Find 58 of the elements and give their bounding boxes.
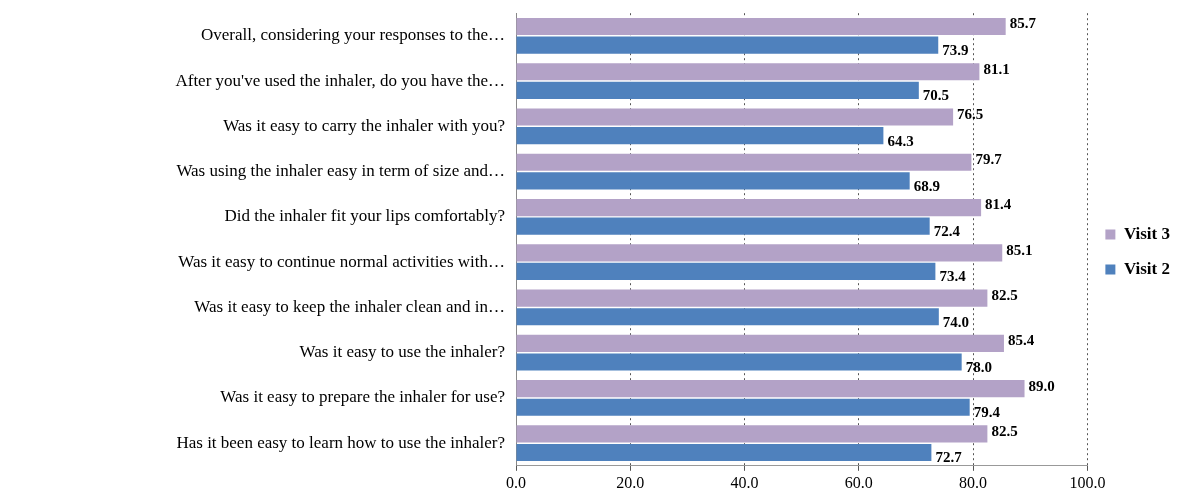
bar — [516, 398, 970, 416]
bar — [516, 289, 988, 307]
y-tick-label: Was it easy to prepare the inhaler for use? — [220, 387, 505, 407]
y-tick-label: After you've used the inhaler, do you have the… — [175, 70, 505, 90]
data-label: 82.5 — [991, 286, 1018, 303]
bar — [516, 244, 1003, 262]
bar — [516, 153, 972, 171]
data-label: 82.5 — [991, 422, 1018, 439]
y-tick-label: Was it easy to use the inhaler? — [299, 342, 505, 362]
x-tick-label: 60.0 — [844, 473, 873, 491]
bar — [516, 108, 954, 126]
bar — [516, 353, 962, 371]
bar — [516, 18, 1006, 36]
bar — [516, 443, 932, 461]
bar — [516, 262, 936, 280]
data-label: 78.0 — [965, 358, 992, 375]
bar — [516, 380, 1025, 398]
x-tick-label: 100.0 — [1069, 473, 1106, 491]
bar — [516, 81, 919, 99]
data-label: 68.9 — [913, 177, 940, 194]
data-label: 64.3 — [887, 132, 914, 149]
bar — [516, 127, 884, 145]
data-label: 85.7 — [1009, 15, 1037, 32]
data-label: 85.4 — [1007, 332, 1035, 349]
bar — [516, 334, 1004, 352]
bar — [516, 36, 939, 54]
legend-label: Visit 3 — [1123, 223, 1171, 243]
data-label: 73.4 — [939, 268, 967, 285]
x-tick-label: 80.0 — [959, 473, 988, 491]
bar — [516, 308, 939, 326]
legend-label: Visit 2 — [1123, 258, 1171, 278]
bar — [516, 63, 980, 81]
data-label: 81.1 — [983, 60, 1010, 77]
y-tick-label: Overall, considering your responses to the… — [200, 25, 505, 45]
y-tick-label: Was it easy to continue normal activities with… — [178, 251, 505, 271]
data-label: 72.4 — [933, 223, 961, 240]
y-tick-label: Was it easy to carry the inhaler with you? — [223, 115, 505, 135]
y-tick-label: Did the inhaler fit your lips comfortably? — [224, 206, 505, 226]
x-tick-label: 40.0 — [730, 473, 759, 491]
data-label: 79.7 — [975, 151, 1003, 168]
x-tick-label: 0.0 — [506, 473, 526, 491]
x-tick-label: 20.0 — [616, 473, 645, 491]
bar — [516, 425, 988, 443]
data-label: 79.4 — [973, 404, 1001, 421]
data-label: 70.5 — [922, 87, 950, 104]
y-tick-label: Was using the inhaler easy in term of size and… — [176, 161, 505, 181]
data-label: 85.1 — [1006, 241, 1033, 258]
y-tick-label: Was it easy to keep the inhaler clean and in… — [194, 296, 505, 316]
data-label: 89.0 — [1028, 377, 1055, 394]
bar — [516, 199, 982, 217]
data-label: 81.4 — [985, 196, 1012, 213]
bar — [516, 172, 910, 190]
bar — [516, 217, 930, 235]
data-label: 76.5 — [957, 105, 984, 122]
y-tick-label: Has it been easy to learn how to use the inhaler? — [176, 432, 505, 452]
data-label: 72.7 — [935, 449, 963, 466]
data-label: 73.9 — [942, 41, 969, 58]
data-label: 74.0 — [942, 313, 970, 330]
